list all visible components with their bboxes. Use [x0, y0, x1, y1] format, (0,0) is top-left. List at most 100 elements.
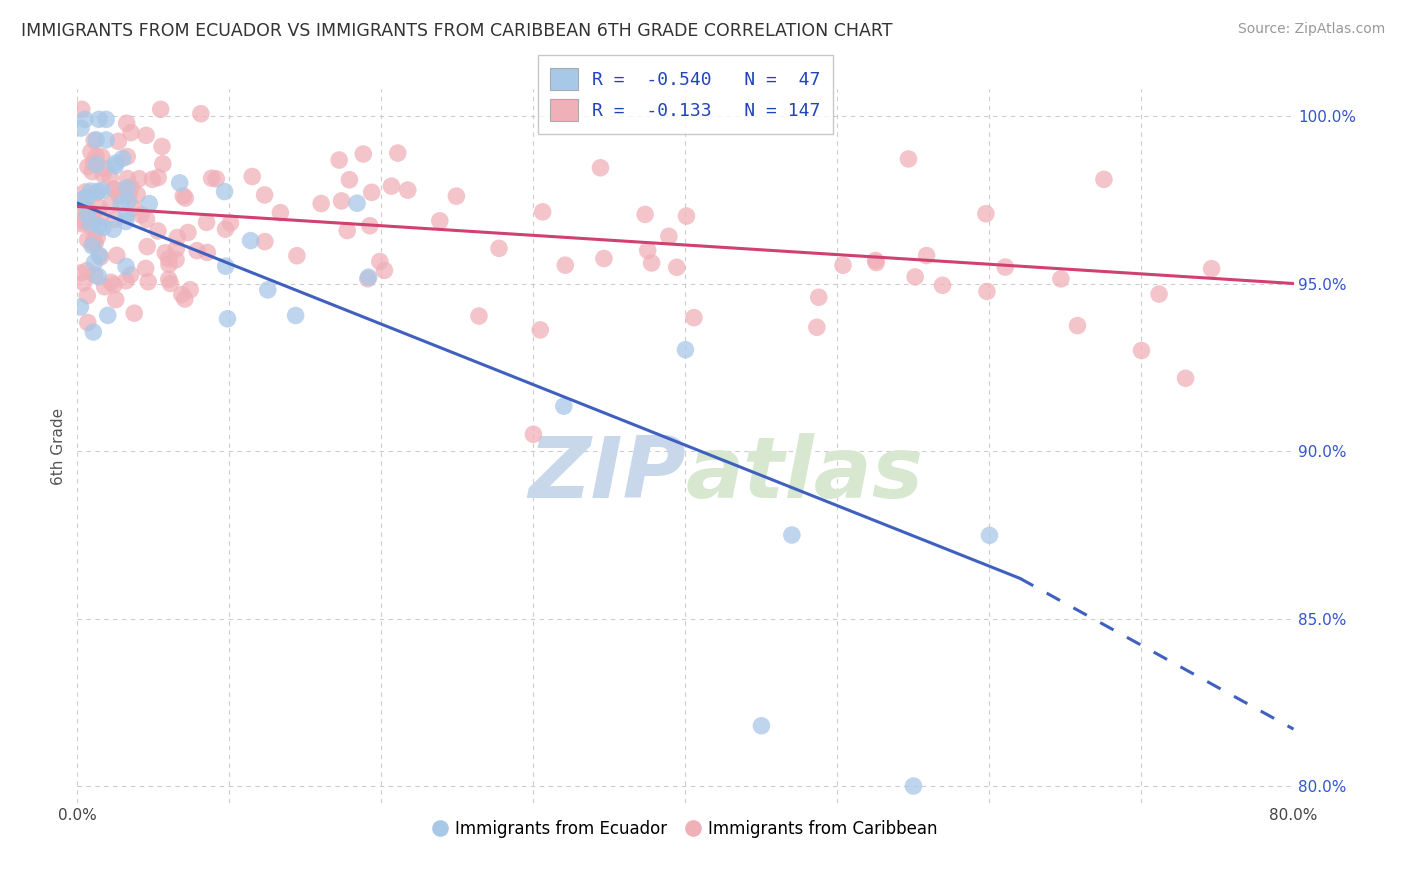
Point	[915, 249, 938, 263]
Point	[128, 171, 150, 186]
Point	[1201, 261, 1223, 276]
Point	[903, 779, 925, 793]
Point	[80, 219, 103, 234]
Point	[256, 283, 278, 297]
Point	[554, 258, 576, 272]
Point	[904, 269, 927, 284]
Point	[141, 172, 163, 186]
Point	[387, 146, 409, 161]
Point	[79, 184, 101, 198]
Point	[179, 283, 201, 297]
Legend: Immigrants from Ecuador, Immigrants from Caribbean: Immigrants from Ecuador, Immigrants from…	[426, 814, 945, 845]
Point	[1066, 318, 1088, 333]
Point	[1092, 172, 1115, 186]
Point	[239, 234, 262, 248]
Point	[73, 191, 96, 205]
Point	[86, 157, 108, 171]
Point	[173, 292, 195, 306]
Point	[136, 275, 159, 289]
Point	[80, 145, 103, 159]
Point	[152, 157, 174, 171]
Point	[83, 133, 105, 147]
Point	[82, 239, 104, 253]
Point	[429, 214, 451, 228]
Point	[172, 189, 194, 203]
Point	[637, 244, 659, 258]
Point	[135, 128, 157, 143]
Point	[806, 320, 828, 334]
Point	[190, 107, 212, 121]
Point	[90, 150, 112, 164]
Point	[76, 263, 98, 277]
Point	[1130, 343, 1153, 358]
Point	[240, 169, 263, 184]
Point	[90, 250, 112, 264]
Point	[115, 208, 138, 222]
Point	[100, 198, 122, 212]
Point	[360, 186, 382, 200]
Point	[150, 139, 173, 153]
Point	[446, 189, 468, 203]
Point	[79, 205, 101, 219]
Point	[146, 224, 169, 238]
Point	[73, 204, 96, 219]
Point	[70, 103, 93, 117]
Point	[73, 112, 96, 127]
Point	[127, 187, 149, 202]
Point	[832, 258, 855, 272]
Point	[120, 126, 142, 140]
Point	[148, 170, 170, 185]
Point	[675, 343, 697, 357]
Point	[219, 216, 242, 230]
Text: IMMIGRANTS FROM ECUADOR VS IMMIGRANTS FROM CARIBBEAN 6TH GRADE CORRELATION CHART: IMMIGRANTS FROM ECUADOR VS IMMIGRANTS FR…	[21, 22, 893, 40]
Point	[93, 279, 115, 293]
Point	[658, 229, 681, 244]
Point	[77, 160, 100, 174]
Point	[169, 176, 191, 190]
Point	[91, 184, 114, 198]
Point	[368, 254, 391, 268]
Point	[82, 164, 104, 178]
Point	[359, 219, 381, 233]
Point	[159, 277, 181, 291]
Point	[120, 268, 142, 282]
Point	[330, 194, 353, 208]
Point	[83, 232, 105, 246]
Point	[79, 216, 101, 230]
Point	[104, 293, 127, 307]
Point	[186, 244, 208, 258]
Point	[103, 182, 125, 196]
Point	[98, 170, 121, 185]
Point	[1174, 371, 1197, 385]
Point	[104, 159, 127, 173]
Point	[91, 167, 114, 181]
Point	[468, 309, 491, 323]
Point	[529, 323, 551, 337]
Point	[70, 121, 93, 136]
Point	[979, 528, 1001, 542]
Point	[665, 260, 688, 275]
Point	[122, 202, 145, 216]
Point	[589, 161, 612, 175]
Point	[86, 230, 108, 244]
Point	[269, 205, 291, 219]
Point	[373, 263, 395, 277]
Point	[195, 215, 218, 229]
Point	[87, 269, 110, 284]
Point	[97, 309, 120, 323]
Point	[75, 200, 97, 214]
Point	[69, 266, 91, 280]
Point	[214, 222, 236, 236]
Point	[83, 268, 105, 282]
Point	[103, 182, 125, 196]
Point	[170, 287, 193, 301]
Point	[157, 258, 180, 272]
Point	[346, 196, 368, 211]
Point	[328, 153, 350, 167]
Point	[73, 276, 96, 290]
Text: atlas: atlas	[686, 433, 924, 516]
Point	[339, 173, 361, 187]
Point	[115, 274, 138, 288]
Point	[96, 133, 118, 147]
Point	[120, 180, 142, 194]
